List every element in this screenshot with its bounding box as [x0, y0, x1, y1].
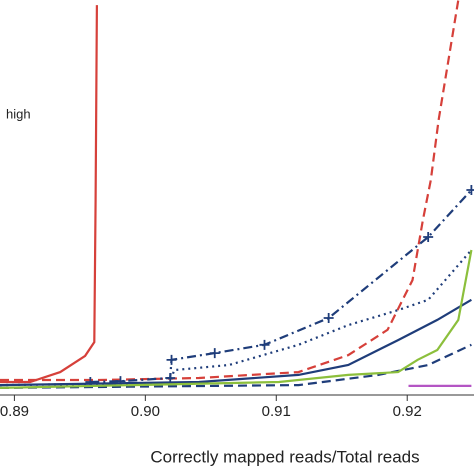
point-marker	[466, 184, 474, 195]
x-tick-label: 0.92	[393, 403, 422, 420]
x-tick-label: 0.90	[131, 403, 160, 420]
point-marker	[423, 232, 434, 242]
series-line	[0, 5, 98, 384]
point-marker	[166, 354, 177, 365]
point-marker	[323, 312, 334, 323]
x-tick-label: 0.91	[262, 403, 291, 420]
x-tick-label: 0.89	[0, 403, 29, 420]
series-line	[0, 249, 473, 387]
series-line	[0, 0, 460, 382]
series-line	[0, 298, 472, 387]
series-line	[90, 189, 473, 384]
x-axis-label: Correctly mapped reads/Total reads	[150, 447, 419, 466]
annotation: high	[6, 106, 31, 121]
series-line	[0, 343, 472, 389]
point-marker	[259, 339, 270, 350]
series-line	[0, 249, 473, 389]
point-marker	[209, 348, 220, 359]
